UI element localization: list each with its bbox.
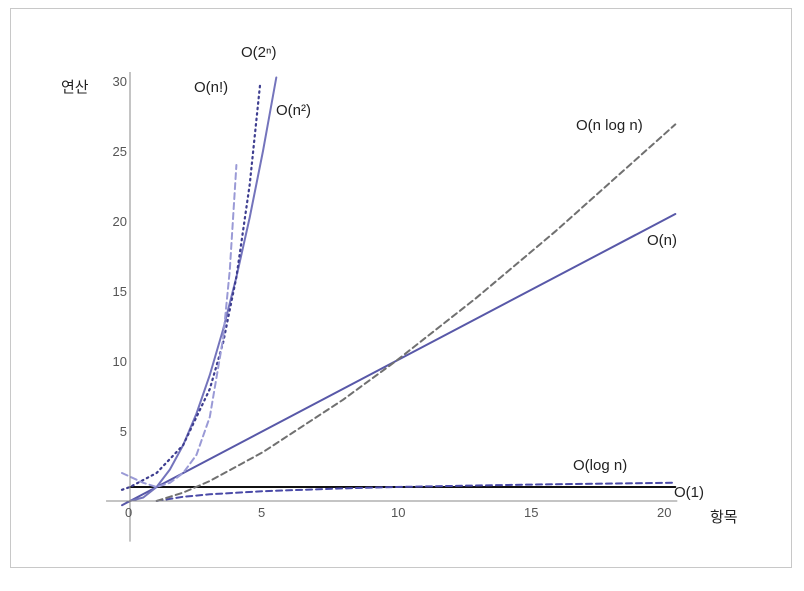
y-axis-label: 연산 <box>61 78 89 96</box>
axes-layer <box>106 72 678 542</box>
y-tick-label: 20 <box>113 214 127 229</box>
y-tick-label: 25 <box>113 144 127 159</box>
curve-labels-layer: O(1) O(log n) O(n) O(n log n) O(n²) O(2ⁿ) O(n!… <box>194 44 704 501</box>
series-line-4 <box>129 76 278 502</box>
curve-label-4: O(n²) <box>276 102 311 119</box>
curve-label-5: O(2ⁿ) <box>241 44 276 61</box>
curve-label-6: O(n!) <box>194 79 228 96</box>
series-line-6 <box>121 164 238 488</box>
y-tick-label: 5 <box>120 424 127 439</box>
curves-layer <box>120 76 677 507</box>
curve-label-0: O(1) <box>674 484 704 501</box>
y-tick-label: 10 <box>113 354 127 369</box>
series-line-1 <box>155 481 677 502</box>
chart-frame <box>10 8 792 568</box>
x-tick-label: 0 <box>125 505 132 520</box>
tick-labels-layer: 0 5 10 15 20 5 10 15 20 25 30 <box>113 74 672 520</box>
series-line-5 <box>120 81 262 491</box>
x-tick-label: 20 <box>657 505 671 520</box>
y-tick-label: 15 <box>113 284 127 299</box>
x-tick-label: 5 <box>258 505 265 520</box>
curve-label-2: O(n) <box>647 232 677 249</box>
x-tick-label: 10 <box>391 505 405 520</box>
curve-label-1: O(log n) <box>573 457 627 474</box>
x-tick-label: 15 <box>524 505 538 520</box>
curve-label-3: O(n log n) <box>576 117 643 134</box>
series-line-3 <box>155 123 677 502</box>
x-axis-label: 항목 <box>710 508 738 526</box>
y-tick-label: 30 <box>113 74 127 89</box>
